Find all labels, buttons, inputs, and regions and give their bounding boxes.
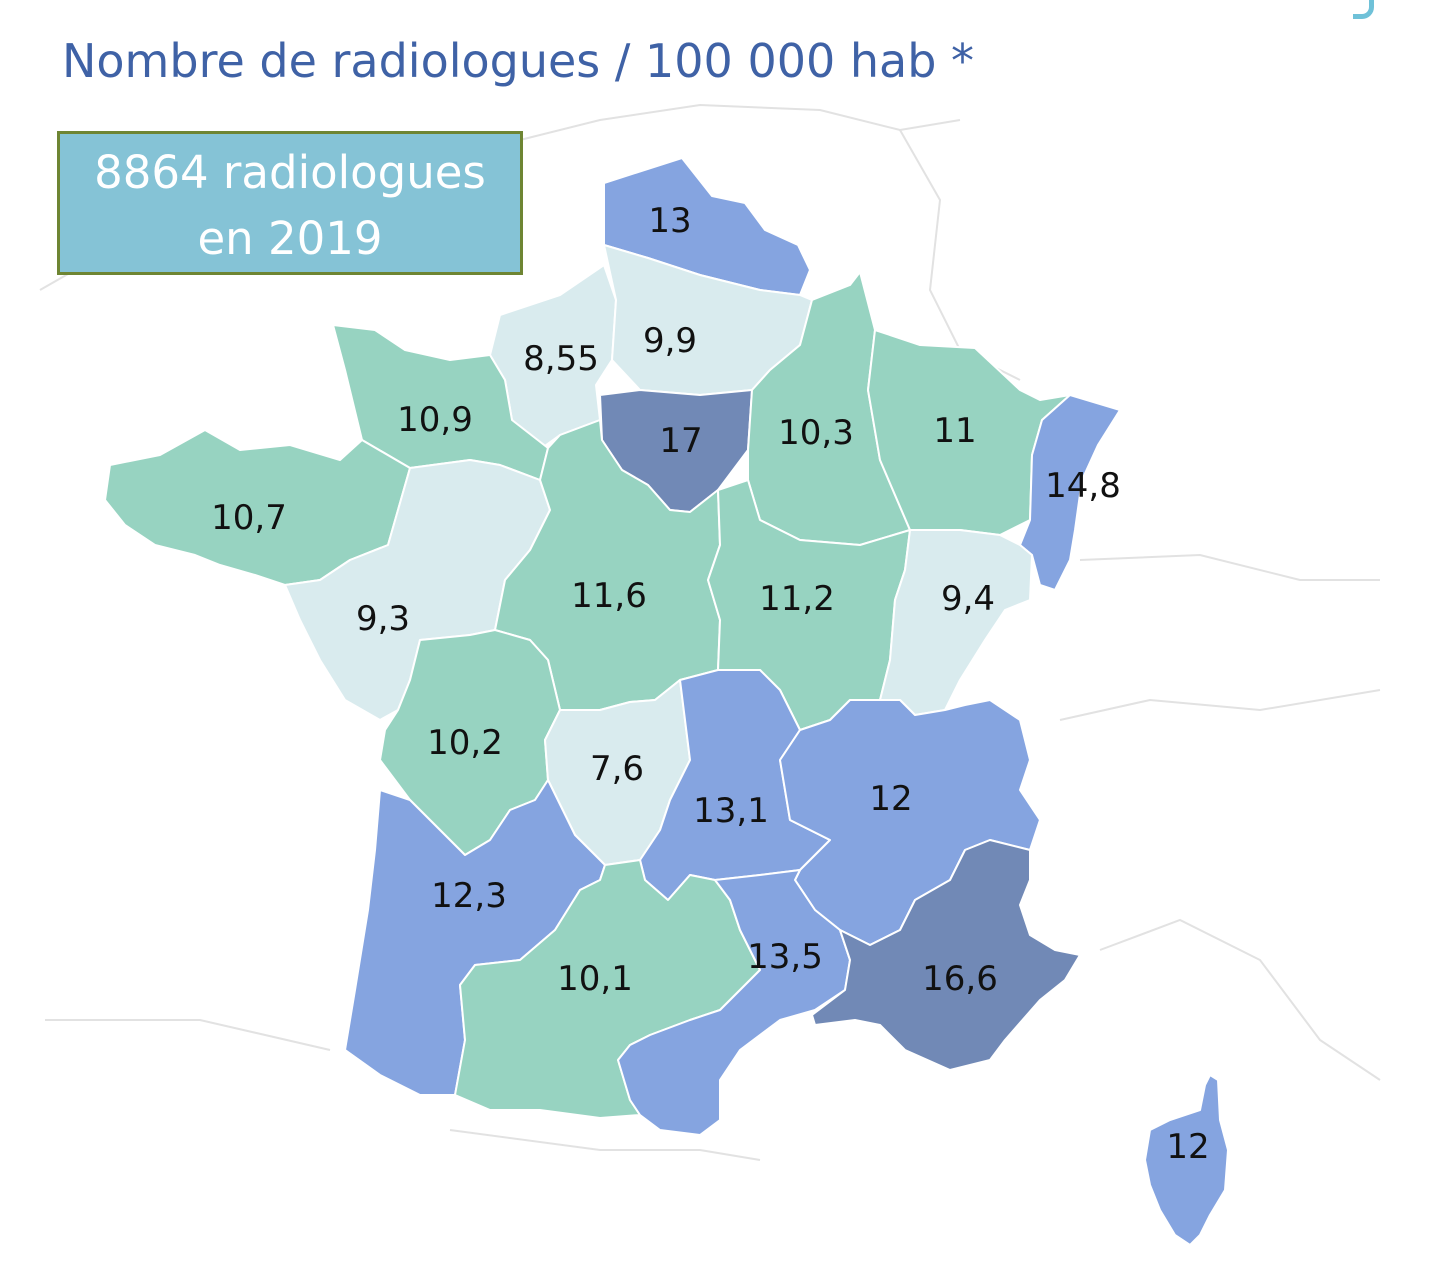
label-bourgogne: 11,2 [759, 579, 835, 619]
label-poitou-charentes: 10,2 [427, 723, 503, 763]
label-hauts-nord: 13 [648, 201, 691, 241]
label-limousin: 7,6 [590, 749, 644, 789]
label-basse-normandie: 10,9 [397, 400, 473, 440]
corner-decoration [1353, 0, 1374, 19]
label-aquitaine: 12,3 [431, 876, 507, 916]
label-languedoc-roussillon: 13,5 [747, 937, 823, 977]
total-radiologists-box: 8864 radiologues en 2019 [57, 131, 523, 275]
label-ile-de-france: 17 [659, 421, 702, 461]
label-picardie: 9,9 [643, 321, 697, 361]
page-title: Nombre de radiologues / 100 000 hab * [62, 34, 975, 88]
infobox-line-1: 8864 radiologues [94, 146, 486, 199]
background-borders [39, 103, 1381, 1161]
label-bretagne: 10,7 [211, 498, 287, 538]
label-midi-pyrenees: 10,1 [557, 959, 633, 999]
region-labels: 13 8,55 9,9 10,9 17 10,3 11 14,8 10,7 9,… [211, 201, 1209, 1167]
label-corse: 12 [1166, 1127, 1209, 1167]
label-haute-normandie: 8,55 [523, 339, 599, 379]
label-champagne-ardenne: 10,3 [778, 413, 854, 453]
label-alsace: 14,8 [1045, 466, 1121, 506]
label-lorraine: 11 [933, 411, 976, 451]
label-paca: 16,6 [922, 959, 998, 999]
region-corse [1144, 1074, 1229, 1246]
region-languedoc-roussillon [617, 869, 851, 1136]
label-centre: 11,6 [571, 576, 647, 616]
label-pays-de-la-loire: 9,3 [356, 599, 410, 639]
region-franche-comte [879, 529, 1033, 716]
infobox-line-2: en 2019 [197, 212, 383, 265]
label-franche-comte: 9,4 [941, 579, 995, 619]
region-alsace [1019, 394, 1121, 591]
label-rhone-alpes: 12 [869, 779, 912, 819]
label-auvergne: 13,1 [693, 791, 769, 831]
region-paca [811, 839, 1081, 1071]
